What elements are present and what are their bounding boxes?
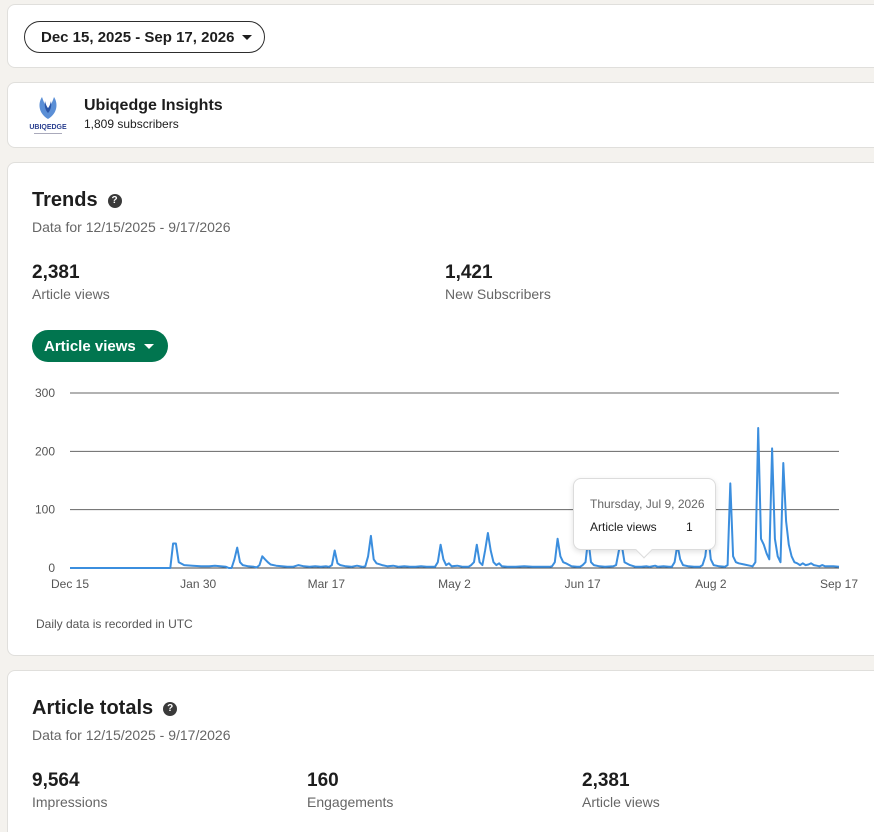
trends-title: Trends [32, 189, 98, 211]
metric-selector-label: Article views [44, 337, 136, 355]
help-icon[interactable]: ? [163, 701, 178, 716]
x-tick-label: May 2 [438, 577, 471, 591]
totals-title: Article totals [32, 697, 154, 719]
trends-card: Trends ? Data for 12/15/2025 - 9/17/2026… [7, 162, 874, 656]
tooltip-date: Thursday, Jul 9, 2026 [590, 497, 705, 511]
metric-engagements: 160 Engagements [307, 770, 393, 810]
chart-tooltip: Thursday, Jul 9, 2026 Article views 1 [573, 478, 716, 559]
y-tick-label: 0 [48, 561, 55, 575]
x-tick-label: Aug 2 [695, 577, 727, 591]
metric-value: 2,381 [32, 262, 80, 283]
metric-impressions: 9,564 Impressions [32, 770, 107, 810]
tooltip-value: 1 [686, 520, 693, 534]
metric-label: Article views [32, 286, 110, 302]
series-line-article-views[interactable] [70, 427, 840, 569]
newsletter-card: UBIQEDGE Ubiqedge Insights 1,809 subscri… [7, 82, 874, 148]
trends-line-chart: 0 100 200 300 Dec 15 Jan 30 Mar 17 May 2 Jun 17 A… [35, 386, 858, 591]
newsletter-title: Ubiqedge Insights [84, 97, 223, 114]
x-tick-label: Sep 17 [820, 577, 858, 591]
metric-label: Engagements [307, 794, 394, 810]
x-tick-label: Jun 17 [565, 577, 601, 591]
trends-heading: Trends ? [32, 189, 122, 212]
metric-label: New Subscribers [445, 286, 551, 302]
x-tick-label: Mar 17 [308, 577, 346, 591]
metric-article-views: 2,381 Article views [32, 262, 110, 302]
x-tick-label: Dec 15 [51, 577, 89, 591]
date-range-label: Dec 15, 2025 - Sep 17, 2026 [41, 28, 235, 46]
metric-new-subscribers: 1,421 New Subscribers [445, 262, 551, 302]
metric-total-article-views: 2,381 Article views [582, 770, 660, 810]
totals-subtitle: Data for 12/15/2025 - 9/17/2026 [32, 727, 231, 743]
x-tick-label: Jan 30 [180, 577, 216, 591]
y-tick-label: 100 [35, 503, 55, 517]
metric-value: 1,421 [445, 262, 493, 283]
svg-text:UBIQEDGE: UBIQEDGE [29, 124, 67, 131]
tooltip-label: Article views [590, 520, 657, 534]
metric-label: Impressions [32, 794, 108, 810]
trends-subtitle: Data for 12/15/2025 - 9/17/2026 [32, 219, 231, 235]
newsletter-logo: UBIQEDGE [29, 97, 67, 134]
y-tick-label: 300 [35, 386, 55, 400]
metric-selector-dropdown[interactable]: Article views [32, 330, 168, 362]
metric-label: Article views [582, 794, 660, 810]
newsletter-subscribers: 1,809 subscribers [84, 117, 179, 131]
metric-value: 160 [307, 770, 339, 791]
help-icon[interactable]: ? [107, 193, 122, 208]
metric-value: 2,381 [582, 770, 630, 791]
article-totals-card: Article totals ? Data for 12/15/2025 - 9… [7, 670, 874, 832]
utc-note: Daily data is recorded in UTC [36, 617, 193, 631]
y-tick-label: 200 [35, 444, 55, 458]
date-range-dropdown[interactable]: Dec 15, 2025 - Sep 17, 2026 [24, 21, 266, 53]
metric-value: 9,564 [32, 770, 80, 791]
totals-heading: Article totals ? [32, 697, 178, 720]
date-range-card: Dec 15, 2025 - Sep 17, 2026 [7, 4, 874, 68]
caret-down-icon [143, 343, 154, 349]
caret-down-icon [242, 34, 253, 40]
